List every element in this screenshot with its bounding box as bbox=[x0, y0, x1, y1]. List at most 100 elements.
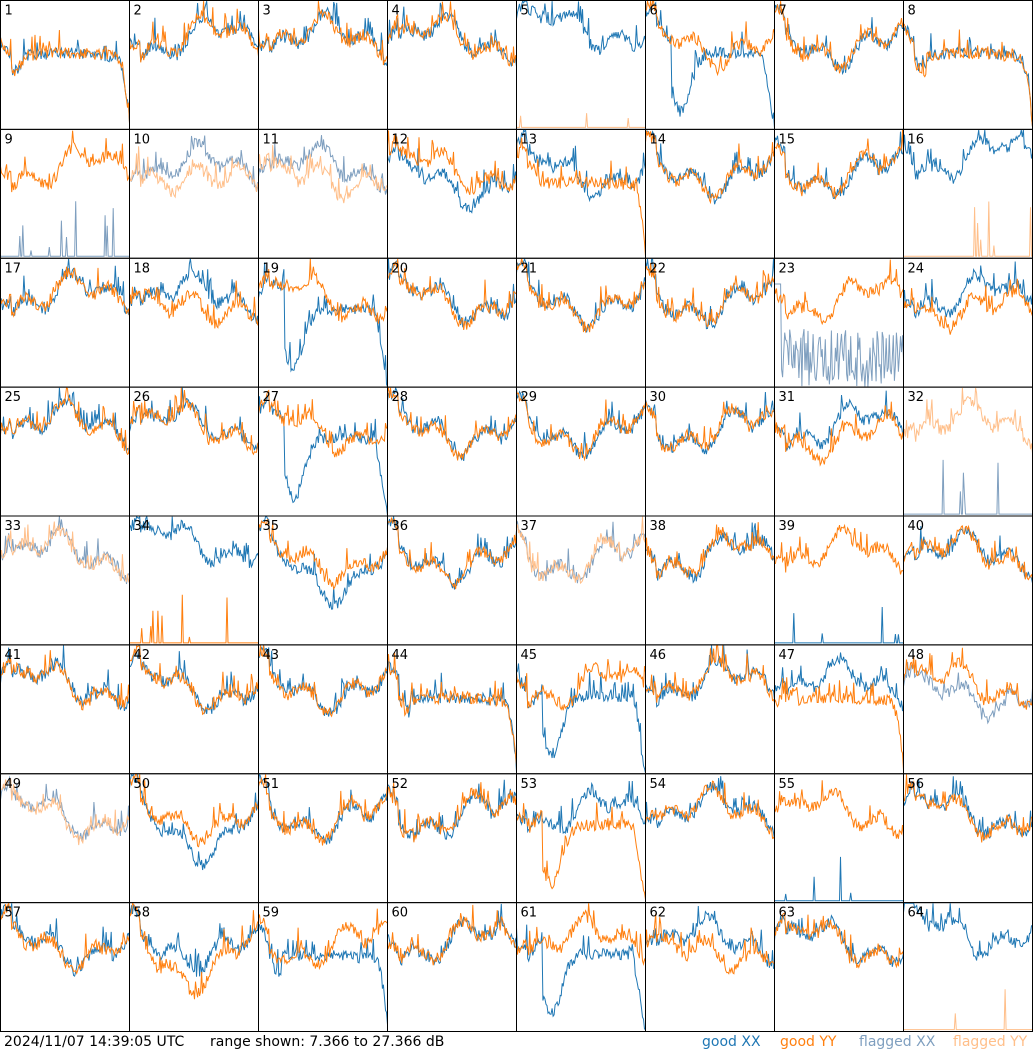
panel-27-number: 27 bbox=[263, 390, 280, 405]
panel-62-number: 62 bbox=[650, 906, 667, 921]
panel-62-xx-line bbox=[645, 905, 775, 970]
panel-64-number: 64 bbox=[908, 906, 925, 921]
panel-30-yy-line bbox=[645, 401, 775, 453]
panel-38-yy-line bbox=[645, 522, 775, 580]
panel-11-number: 11 bbox=[263, 132, 280, 147]
legend-flagged-xx-word: flagged bbox=[859, 1034, 912, 1050]
panel-31-frame bbox=[774, 386, 904, 517]
panel-62: 62 bbox=[645, 902, 775, 1032]
panel-34: 34 bbox=[129, 515, 259, 646]
panel-33-xx-line bbox=[0, 516, 130, 585]
panel-33-yy-line bbox=[0, 521, 130, 584]
panel-54-frame bbox=[645, 773, 775, 904]
panel-40-yy-line bbox=[903, 524, 1033, 581]
panel-25-frame bbox=[0, 386, 130, 517]
legend-flagged-xx: flagged XX bbox=[859, 1032, 935, 1053]
panel-58-number: 58 bbox=[134, 906, 151, 921]
panel-43-yy-line bbox=[258, 645, 388, 718]
panel-37-frame bbox=[516, 515, 646, 646]
panel-44-xx-line bbox=[387, 660, 517, 772]
panel-38-frame bbox=[645, 515, 775, 646]
timestamp-text: 2024/11/07 14:39:05 UTC bbox=[4, 1034, 185, 1050]
panel-34-yy-line bbox=[129, 594, 259, 644]
panel-39: 39 bbox=[774, 515, 904, 646]
panel-20-number: 20 bbox=[392, 261, 409, 276]
panel-58: 58 bbox=[129, 902, 259, 1032]
panel-37: 37 bbox=[516, 515, 646, 646]
panel-59-yy-line bbox=[258, 908, 388, 971]
panel-45-frame bbox=[516, 644, 646, 775]
panel-51: 51 bbox=[258, 773, 388, 904]
panel-45-number: 45 bbox=[521, 648, 538, 663]
panel-46-yy-line bbox=[645, 645, 775, 703]
footer-bar: 2024/11/07 14:39:05 UTC range shown: 7.3… bbox=[0, 1032, 1033, 1053]
panel-19-frame bbox=[258, 257, 388, 388]
panel-42: 42 bbox=[129, 644, 259, 775]
panel-5-number: 5 bbox=[521, 4, 529, 19]
panel-39-xx-line bbox=[774, 606, 904, 644]
panel-48-yy-line bbox=[903, 647, 1033, 710]
panel-31-xx-line bbox=[774, 390, 904, 451]
panel-54-xx-line bbox=[645, 776, 775, 840]
panel-61: 61 bbox=[516, 902, 646, 1032]
panel-53-yy-line bbox=[516, 802, 646, 900]
panel-25-number: 25 bbox=[5, 390, 22, 405]
panel-39-yy-line bbox=[774, 523, 904, 575]
panel-55: 55 bbox=[774, 773, 904, 904]
panel-14-yy-line bbox=[645, 130, 775, 205]
panel-42-yy-line bbox=[129, 644, 259, 716]
panel-17-yy-line bbox=[0, 266, 130, 318]
panel-45-yy-line bbox=[516, 659, 646, 711]
panel-18-yy-line bbox=[129, 280, 259, 329]
panel-36-yy-line bbox=[387, 517, 517, 590]
panel-4-yy-line bbox=[387, 1, 517, 67]
panel-18-frame bbox=[129, 257, 259, 388]
panel-46: 46 bbox=[645, 644, 775, 775]
panel-16-number: 16 bbox=[908, 132, 925, 147]
panel-32-xx-line bbox=[903, 459, 1033, 515]
panel-16: 16 bbox=[903, 128, 1033, 259]
panel-32: 32 bbox=[903, 386, 1033, 517]
panel-4: 4 bbox=[387, 0, 517, 130]
legend-good-xx-pol: XX bbox=[741, 1034, 761, 1050]
panel-5: 5 bbox=[516, 0, 646, 130]
panel-60-yy-line bbox=[387, 904, 517, 966]
panel-18: 18 bbox=[129, 257, 259, 388]
panel-8: 8 bbox=[903, 0, 1033, 130]
panel-47: 47 bbox=[774, 644, 904, 775]
panel-6-yy-line bbox=[645, 0, 775, 77]
panel-35-frame bbox=[258, 515, 388, 646]
panel-40-number: 40 bbox=[908, 519, 925, 534]
panel-50-xx-line bbox=[129, 773, 259, 871]
legend-good-xx-word: good bbox=[702, 1034, 737, 1050]
panel-4-number: 4 bbox=[392, 4, 400, 19]
panel-12: 12 bbox=[387, 128, 517, 259]
panel-33-number: 33 bbox=[5, 519, 22, 534]
panel-3-yy-line bbox=[258, 1, 388, 66]
panel-32-number: 32 bbox=[908, 390, 925, 405]
panel-38-number: 38 bbox=[650, 519, 667, 534]
legend-flagged-yy-pol: YY bbox=[1010, 1034, 1028, 1050]
panel-15: 15 bbox=[774, 128, 904, 259]
panel-2-yy-line bbox=[129, 1, 259, 63]
panel-1-number: 1 bbox=[5, 4, 13, 19]
panel-8-yy-line bbox=[903, 23, 1033, 128]
panel-63-number: 63 bbox=[779, 906, 796, 921]
panel-62-yy-line bbox=[645, 913, 775, 975]
panel-22-number: 22 bbox=[650, 261, 667, 276]
panel-42-number: 42 bbox=[134, 648, 151, 663]
panel-22: 22 bbox=[645, 257, 775, 388]
panel-24-frame bbox=[903, 257, 1033, 388]
panel-19-number: 19 bbox=[263, 261, 280, 276]
panel-7-xx-line bbox=[774, 4, 904, 76]
panel-26-number: 26 bbox=[134, 390, 151, 405]
panel-57: 57 bbox=[0, 902, 130, 1032]
panel-27: 27 bbox=[258, 386, 388, 517]
panel-46-number: 46 bbox=[650, 648, 667, 663]
panel-33: 33 bbox=[0, 515, 130, 646]
panel-44-number: 44 bbox=[392, 648, 409, 663]
panel-56: 56 bbox=[903, 773, 1033, 904]
panel-15-number: 15 bbox=[779, 132, 796, 147]
panel-24: 24 bbox=[903, 257, 1033, 388]
